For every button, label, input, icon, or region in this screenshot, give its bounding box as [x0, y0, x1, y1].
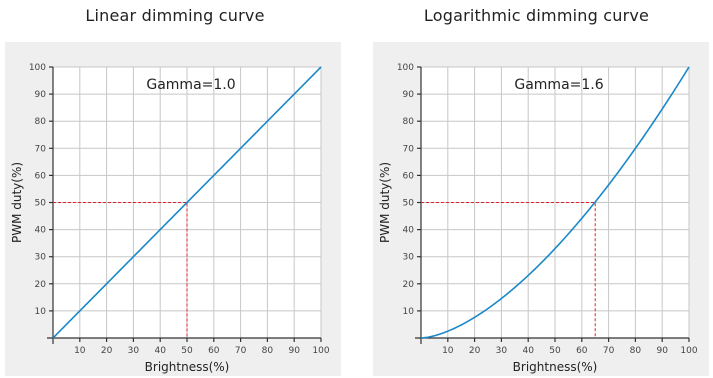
y-axis-label: PWM duty(%)	[10, 162, 24, 243]
y-tick-label: 80	[35, 117, 47, 127]
x-tick-label: 20	[101, 346, 113, 356]
x-tick-label: 90	[656, 346, 668, 356]
x-tick-label: 40	[154, 346, 166, 356]
dimming-curve-line	[420, 66, 690, 339]
y-tick-label: 90	[403, 90, 415, 100]
x-tick-label: 30	[496, 346, 508, 356]
x-tick-label: 10	[442, 346, 454, 356]
y-axis-label: PWM duty(%)	[378, 162, 392, 243]
y-tick-label: 60	[403, 171, 415, 181]
x-tick-label: 80	[630, 346, 642, 356]
y-tick-label: 100	[29, 63, 46, 73]
gamma-annotation: Gamma=1.0	[146, 77, 235, 93]
y-tick-label: 40	[403, 226, 415, 236]
chart-title-logarithmic: Logarithmic dimming curve	[423, 6, 650, 25]
logarithmic-dimming-chart: 10 20 30 40 50 60 70 80 90 100 10 20 30 40 50 60 70 80 90 1…	[373, 42, 709, 376]
y-tick-label: 80	[403, 117, 415, 127]
x-tick-label: 100	[680, 346, 697, 356]
y-tick-label: 40	[35, 226, 47, 236]
y-tick-label: 30	[403, 253, 415, 263]
dimming-curve-line	[52, 66, 322, 339]
x-tick-label: 70	[603, 346, 615, 356]
y-tick-label: 70	[35, 144, 47, 154]
x-tick-label: 50	[549, 346, 561, 356]
x-tick-label: 70	[235, 346, 247, 356]
linear-dimming-chart: 10 20 30 40 50 60 70 80 90 100 10 20 30 40 50 60 70 80 90 1…	[5, 42, 341, 376]
y-tick-label: 30	[35, 253, 47, 263]
y-tick-label: 20	[35, 280, 47, 290]
x-tick-label: 20	[469, 346, 481, 356]
y-tick-label: 50	[35, 199, 47, 209]
gamma-annotation: Gamma=1.6	[514, 77, 603, 93]
x-tick-label: 100	[312, 346, 329, 356]
x-tick-label: 90	[288, 346, 300, 356]
x-tick-label: 60	[576, 346, 588, 356]
x-tick-label: 50	[181, 346, 193, 356]
x-axis-label: Brightness(%)	[513, 360, 598, 374]
y-tick-label: 70	[403, 144, 415, 154]
x-tick-label: 10	[74, 346, 86, 356]
x-tick-label: 40	[522, 346, 534, 356]
y-tick-label: 50	[403, 199, 415, 209]
y-tick-label: 100	[397, 63, 414, 73]
y-tick-label: 60	[35, 171, 47, 181]
y-tick-label: 10	[35, 307, 47, 317]
x-tick-label: 60	[208, 346, 220, 356]
y-tick-label: 10	[403, 307, 415, 317]
y-tick-label: 20	[403, 280, 415, 290]
y-tick-label: 90	[35, 90, 47, 100]
x-axis-label: Brightness(%)	[145, 360, 230, 374]
chart-title-linear: Linear dimming curve	[85, 6, 265, 25]
x-tick-label: 80	[262, 346, 274, 356]
x-tick-label: 30	[128, 346, 140, 356]
